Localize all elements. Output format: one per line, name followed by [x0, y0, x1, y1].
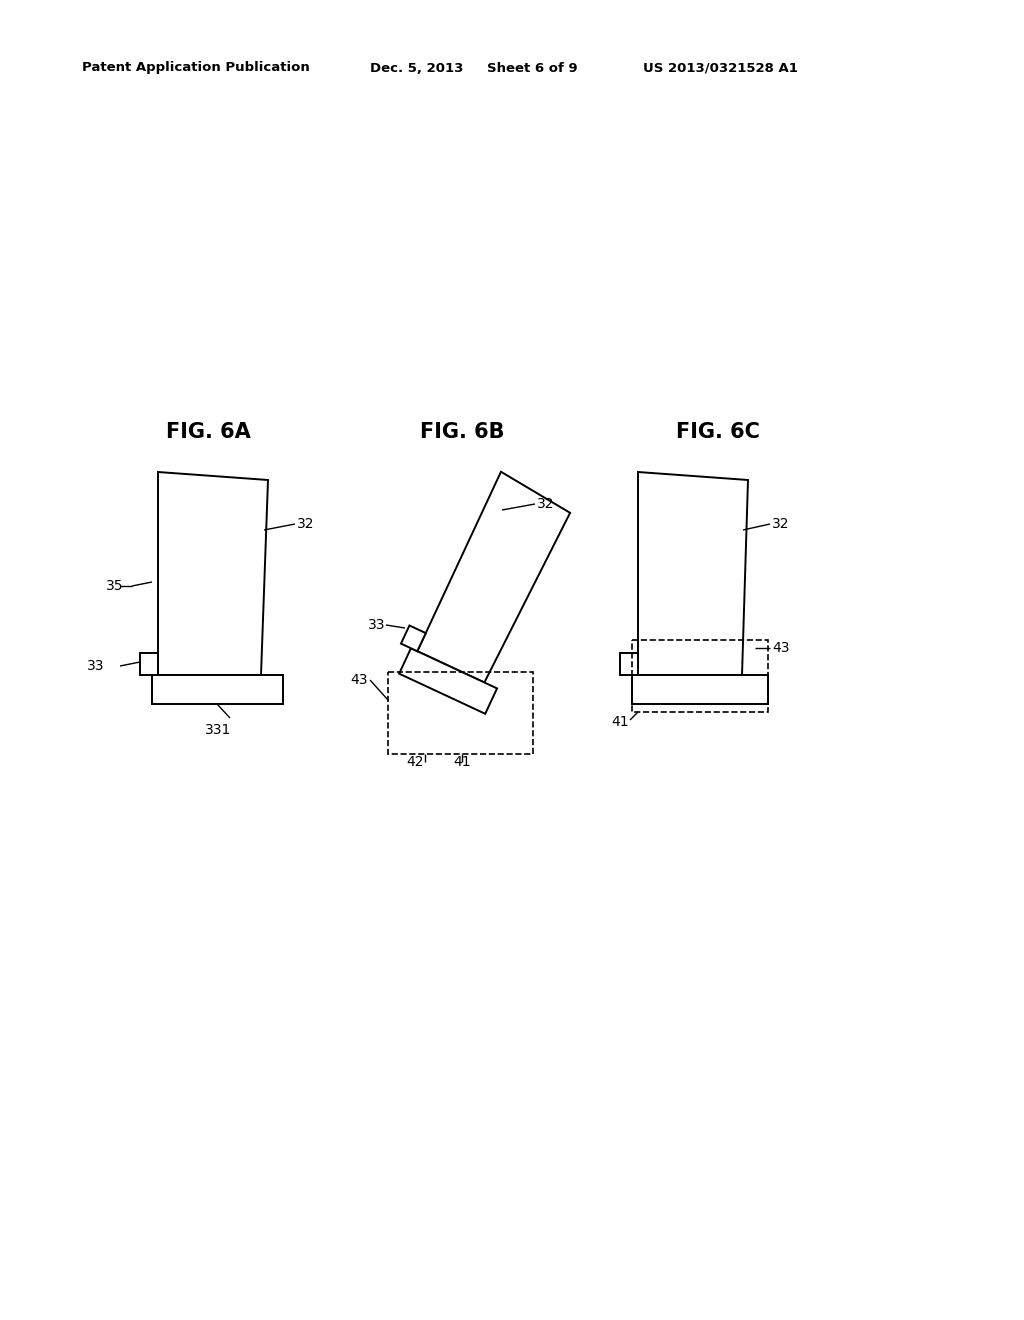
Text: 33: 33	[86, 659, 104, 673]
Polygon shape	[399, 648, 497, 714]
Bar	[140, 653, 158, 675]
Bar	[152, 675, 283, 704]
Text: Sheet 6 of 9: Sheet 6 of 9	[487, 62, 578, 74]
Text: 42: 42	[407, 755, 424, 770]
Text: 331: 331	[205, 723, 231, 737]
Polygon shape	[401, 626, 426, 651]
Polygon shape	[418, 471, 570, 682]
Bar	[632, 675, 768, 704]
Text: 41: 41	[454, 755, 471, 770]
Text: 41: 41	[611, 715, 629, 729]
Text: FIG. 6C: FIG. 6C	[676, 422, 760, 442]
Text: FIG. 6A: FIG. 6A	[166, 422, 251, 442]
Text: US 2013/0321528 A1: US 2013/0321528 A1	[643, 62, 798, 74]
Text: 32: 32	[297, 517, 314, 531]
Text: 33: 33	[368, 618, 385, 632]
Text: Patent Application Publication: Patent Application Publication	[82, 62, 309, 74]
Bar	[388, 672, 534, 754]
Bar	[620, 653, 638, 675]
Text: 32: 32	[772, 517, 790, 531]
Text: FIG. 6B: FIG. 6B	[420, 422, 504, 442]
Text: Dec. 5, 2013: Dec. 5, 2013	[370, 62, 464, 74]
Text: 35: 35	[106, 579, 124, 593]
Text: 43: 43	[350, 673, 368, 686]
Polygon shape	[638, 473, 748, 675]
Text: 43: 43	[772, 642, 790, 655]
Polygon shape	[158, 473, 268, 675]
Text: 32: 32	[537, 498, 555, 511]
Bar	[632, 640, 768, 711]
